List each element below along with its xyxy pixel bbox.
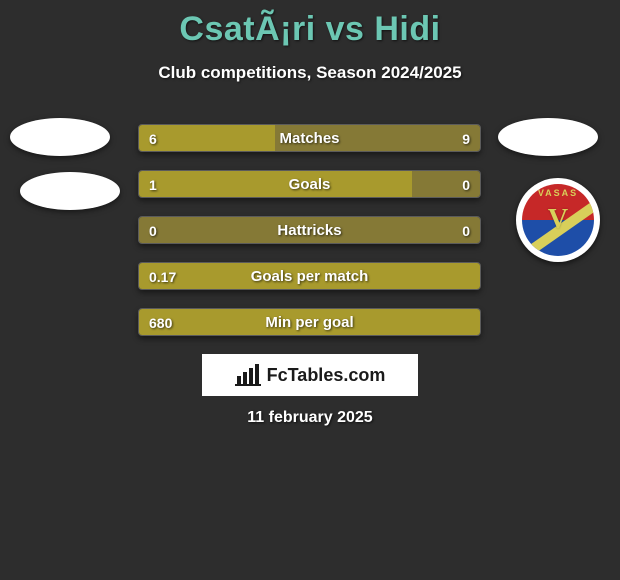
stat-bar-left	[139, 217, 310, 243]
stat-row: Goals per match0.17	[138, 262, 481, 290]
stat-bar-left	[139, 171, 412, 197]
stat-row: Matches69	[138, 124, 481, 152]
player-badge-left-1	[10, 118, 110, 156]
bar-chart-icon	[235, 364, 261, 386]
crest-letter: V	[548, 204, 568, 236]
stat-bar-left	[139, 309, 480, 335]
stat-bar-left	[139, 125, 275, 151]
club-crest-inner: VASAS V	[522, 184, 594, 256]
stat-bar-left	[139, 263, 480, 289]
site-logo-text: FcTables.com	[267, 365, 386, 386]
stat-bar-right	[310, 217, 481, 243]
stat-bars: Matches69 Goals10 Hattricks00 Goals per mat…	[138, 124, 481, 354]
stat-row: Hattricks00	[138, 216, 481, 244]
site-logo[interactable]: FcTables.com	[202, 354, 418, 396]
player-badge-right-1	[498, 118, 598, 156]
stat-row: Min per goal680	[138, 308, 481, 336]
player-badge-left-2	[20, 172, 120, 210]
stat-bar-right	[275, 125, 480, 151]
crest-top-text: VASAS	[522, 188, 594, 198]
date-text: 11 february 2025	[0, 409, 620, 427]
subtitle: Club competitions, Season 2024/2025	[0, 63, 620, 83]
stat-bar-right	[412, 171, 480, 197]
club-crest-right: VASAS V	[516, 178, 600, 262]
page-title: CsatÃ¡ri vs Hidi	[0, 0, 620, 49]
stat-row: Goals10	[138, 170, 481, 198]
